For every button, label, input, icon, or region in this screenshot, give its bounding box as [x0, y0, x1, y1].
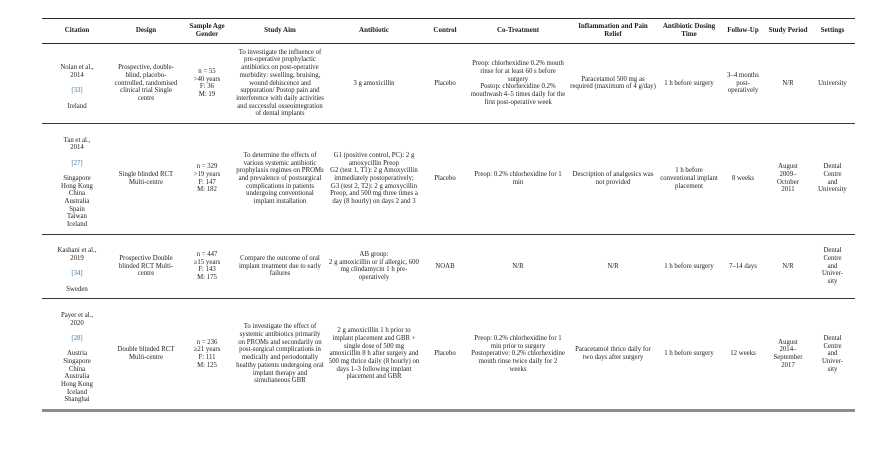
cell-pain-relief: N/R [607, 262, 619, 270]
table-row-tan-2014: Tan et al., 2014 [27] Singapore Hong Kon… [42, 123, 855, 235]
cell-control: Placebo [434, 174, 456, 182]
citation-text: Payer et al., 2020 [60, 311, 94, 327]
table-row-nolan-2014: Nolan et al., 2014 [33] Ireland Prospect… [42, 43, 855, 124]
citation-countries: Sweden [66, 285, 88, 293]
studies-table: Citation Design Sample Age Gender Study … [42, 18, 855, 413]
cell-study-period: August 2009– October 2011 [777, 163, 799, 194]
cell-antibiotic: 2 g amoxicillin 1 h prior to implant pla… [328, 327, 420, 381]
cell-design: Prospective, double-blind, placebo-contr… [114, 64, 178, 102]
cell-sample: n = 447 ≥15 years F: 143 M: 175 [193, 251, 221, 282]
cell-design: Single blinded RCT Multi-centre [118, 171, 174, 186]
cell-dosing-time: 1 h before surgery [664, 350, 714, 358]
cell-control: NOAB [435, 262, 455, 270]
cell-dosing-time: 1 h before surgery [664, 262, 714, 270]
cell-follow-up: 3–4 months post- operatively [727, 71, 759, 95]
cell-settings: Dental Centre and University [818, 163, 847, 194]
cell-sample: n = 329 >19 years F: 147 M: 182 [193, 163, 221, 194]
cell-study-period: N/R [782, 79, 794, 87]
cell-follow-up: 7–14 days [729, 262, 757, 270]
cell-settings: Dental Centre and Univer- sity [821, 334, 843, 373]
cell-co-treatment: Preop: 0.2% chlorhexidine for 1 min [474, 171, 562, 186]
col-header-design: Design [112, 18, 180, 44]
citation-text: Nolan et al., 2014 [60, 64, 94, 79]
reference-link[interactable]: [33] [71, 87, 83, 95]
cell-control: Placebo [434, 350, 456, 358]
citation-countries: Ireland [67, 102, 87, 110]
header-row: Citation Design Sample Age Gender Study … [42, 18, 855, 44]
cell-citation: Payer et al., 2020 [28] Austria Singapor… [42, 299, 112, 411]
reference-link[interactable]: [27] [71, 159, 83, 167]
cell-co-treatment: Preop: 0.2% chlorhexidine for 1 min prio… [471, 334, 565, 373]
cell-settings: University [818, 79, 847, 87]
cell-sample: n = 55 >40 years F: 36 M: 19 [193, 67, 221, 98]
cell-citation: Kashani et al., 2019 [34] Sweden [42, 234, 112, 299]
cell-pain-relief: Description of analgesics was not provid… [572, 171, 654, 186]
col-header-sample-age-gender: Sample Age Gender [180, 18, 234, 44]
cell-antibiotic: 3 g amoxicillin [353, 79, 395, 87]
table-header: Citation Design Sample Age Gender Study … [42, 18, 855, 44]
table-row-kashani-2019: Kashani et al., 2019 [34] Sweden Prospec… [42, 234, 855, 299]
cell-co-treatment: Preop: chlorhexidine 0.2% mouth rinse fo… [470, 60, 566, 106]
cell-study-aim: Compare the outcome of oral implant trea… [239, 254, 321, 278]
col-header-inflammation-pain-relief: Inflammation and Pain Relief [568, 18, 658, 44]
cell-follow-up: 12 weeks [730, 350, 756, 358]
cell-control: Placebo [434, 79, 456, 87]
cell-dosing-time: 1 h before surgery [664, 79, 714, 87]
col-header-control: Control [422, 18, 468, 44]
col-header-follow-up: Follow-Up [720, 18, 766, 44]
col-header-co-treatment: Co-Treatment [468, 18, 568, 44]
table-row-payer-2020: Payer et al., 2020 [28] Austria Singapor… [42, 299, 855, 411]
col-header-study-aim: Study Aim [234, 18, 326, 44]
cell-sample: n = 236 ≥21 years F: 111 M: 125 [193, 338, 221, 369]
cell-antibiotic: AB group: 2 g amoxicillin or if allergic… [329, 251, 419, 282]
cell-study-aim: To investigate the influence of pre-oper… [236, 48, 324, 118]
cell-pain-relief: Paracetamol thrice daily for two days af… [575, 346, 651, 362]
cell-settings: Dental Centre and Univer- sity [821, 247, 843, 285]
cell-pain-relief: Paracetamol 500 mg as required (maximum … [570, 75, 656, 91]
reference-link[interactable]: [28] [71, 334, 83, 342]
cell-citation: Tan et al., 2014 [27] Singapore Hong Kon… [42, 123, 112, 234]
col-header-antibiotic: Antibiotic [326, 18, 422, 44]
col-header-antibiotic-dosing-time: Antibiotic Dosing Time [658, 18, 720, 44]
citation-countries: Austria Singapore China Australia Hong K… [61, 350, 93, 404]
col-header-citation: Citation [42, 18, 112, 44]
cell-co-treatment: N/R [512, 262, 524, 270]
col-header-study-period: Study Period [766, 18, 810, 44]
cell-study-aim: To investigate the effect of systemic an… [236, 323, 324, 385]
cell-study-period: August 2014– September 2017 [773, 338, 803, 369]
cell-follow-up: 8 weeks [731, 174, 755, 182]
cell-antibiotic: G1 (positive control, PC): 2 g amoxycill… [330, 151, 418, 205]
cell-citation: Nolan et al., 2014 [33] Ireland [42, 43, 112, 123]
cell-study-period: N/R [782, 262, 794, 270]
cell-study-aim: To determine the effects of various syst… [236, 151, 324, 205]
cell-design: Double blinded RCT Multi-centre [117, 346, 175, 362]
citation-text: Tan et al., 2014 [63, 136, 91, 152]
col-header-settings: Settings [810, 18, 855, 44]
reference-link[interactable]: [34] [71, 270, 83, 278]
citation-countries: Singapore Hong Kong China Australia Spai… [61, 174, 93, 228]
cell-design: Prospective Double blinded RCT Multi-cen… [118, 254, 174, 278]
citation-text: Kashani et al., 2019 [57, 247, 97, 262]
cell-dosing-time: 1 h before conventional implant placemen… [660, 167, 718, 190]
